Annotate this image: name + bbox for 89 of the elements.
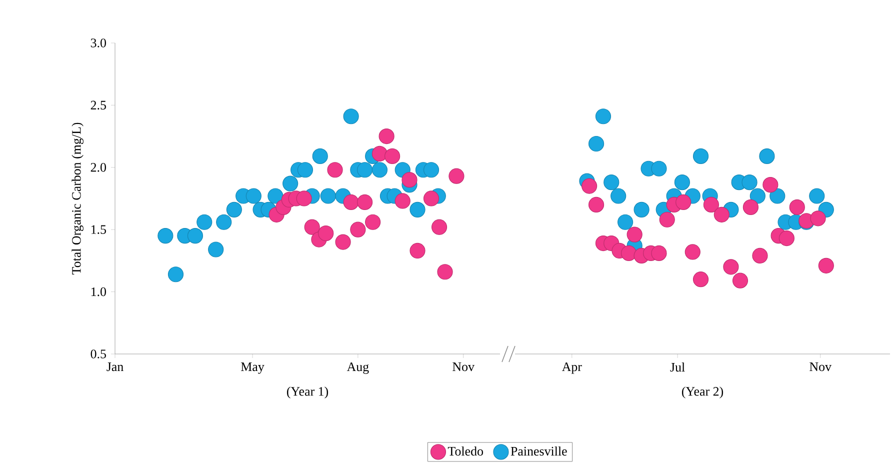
- y-tick-label: 1.0: [91, 287, 106, 296]
- point: [320, 188, 336, 204]
- point: [588, 136, 604, 152]
- point: [714, 206, 730, 222]
- point: [327, 162, 343, 178]
- y-tick-label: 0.5: [90, 350, 106, 358]
- point: [423, 190, 440, 206]
- point: [394, 193, 410, 209]
- point: [610, 188, 626, 204]
- point: [750, 188, 766, 204]
- point: [196, 214, 212, 230]
- y-axis-title: Total Organic Carbon (mg/L): [72, 122, 84, 274]
- point: [208, 242, 224, 258]
- point: [437, 264, 453, 280]
- x-tick-label: Jan: [106, 362, 124, 372]
- y-tick-label: 2.5: [90, 100, 106, 110]
- point: [268, 188, 284, 204]
- point: [372, 162, 388, 178]
- point: [651, 160, 667, 176]
- point: [168, 266, 184, 282]
- point: [296, 190, 312, 206]
- y-tick-label: 2.0: [90, 162, 106, 172]
- point: [216, 214, 232, 230]
- point: [732, 272, 748, 288]
- point: [423, 162, 440, 178]
- point: [588, 196, 604, 213]
- point: [378, 128, 394, 144]
- point: [618, 214, 634, 230]
- point: [762, 177, 778, 193]
- point: [582, 178, 598, 194]
- point: [651, 245, 667, 262]
- point: [789, 199, 805, 215]
- point: [626, 226, 642, 242]
- legend-label: Toledo: [448, 446, 484, 456]
- point: [410, 202, 426, 218]
- x-tick-label: Aug: [346, 362, 369, 374]
- point: [448, 168, 464, 184]
- point: [246, 188, 262, 204]
- point: [676, 194, 692, 210]
- point: [384, 148, 400, 164]
- point: [810, 210, 826, 226]
- point: [282, 176, 298, 192]
- point: [692, 272, 709, 288]
- point: [818, 258, 834, 274]
- point: [343, 194, 359, 210]
- point: [770, 188, 786, 204]
- point: [742, 199, 758, 215]
- point: [604, 174, 620, 190]
- x-axis-title: (Year 2): [682, 386, 724, 398]
- point: [431, 219, 448, 235]
- point: [674, 174, 690, 190]
- point: [357, 162, 373, 178]
- point: [692, 148, 709, 164]
- x-tick-label: Nov: [810, 362, 832, 372]
- point: [752, 248, 768, 264]
- point: [304, 219, 320, 235]
- point: [778, 230, 794, 246]
- point: [312, 148, 328, 164]
- point: [634, 202, 650, 218]
- point: [759, 148, 775, 164]
- x-tick-label: Jul: [670, 362, 685, 372]
- x-tick-label: Apr: [562, 362, 582, 374]
- point: [343, 108, 359, 124]
- point: [595, 108, 612, 124]
- x-tick-label: May: [241, 362, 264, 374]
- point: [402, 172, 418, 188]
- point: [297, 162, 314, 178]
- y-tick-label: 1.5: [91, 225, 106, 234]
- point: [357, 194, 373, 210]
- point: [723, 259, 739, 275]
- point: [226, 202, 242, 218]
- point: [809, 188, 825, 204]
- y-tick-label: 3.0: [90, 38, 106, 48]
- point: [335, 234, 351, 250]
- point: [620, 245, 637, 262]
- x-axis-title: (Year 1): [286, 386, 328, 398]
- point: [318, 226, 334, 242]
- legend-label: Painesville: [510, 446, 567, 456]
- point: [659, 212, 675, 228]
- point: [158, 228, 174, 244]
- point: [350, 222, 366, 238]
- x-tick-label: Nov: [452, 362, 475, 372]
- point: [187, 228, 204, 244]
- point: [742, 174, 758, 190]
- point: [684, 244, 700, 260]
- point: [410, 242, 426, 259]
- point: [703, 196, 720, 213]
- point: [365, 214, 381, 230]
- point: [372, 146, 388, 162]
